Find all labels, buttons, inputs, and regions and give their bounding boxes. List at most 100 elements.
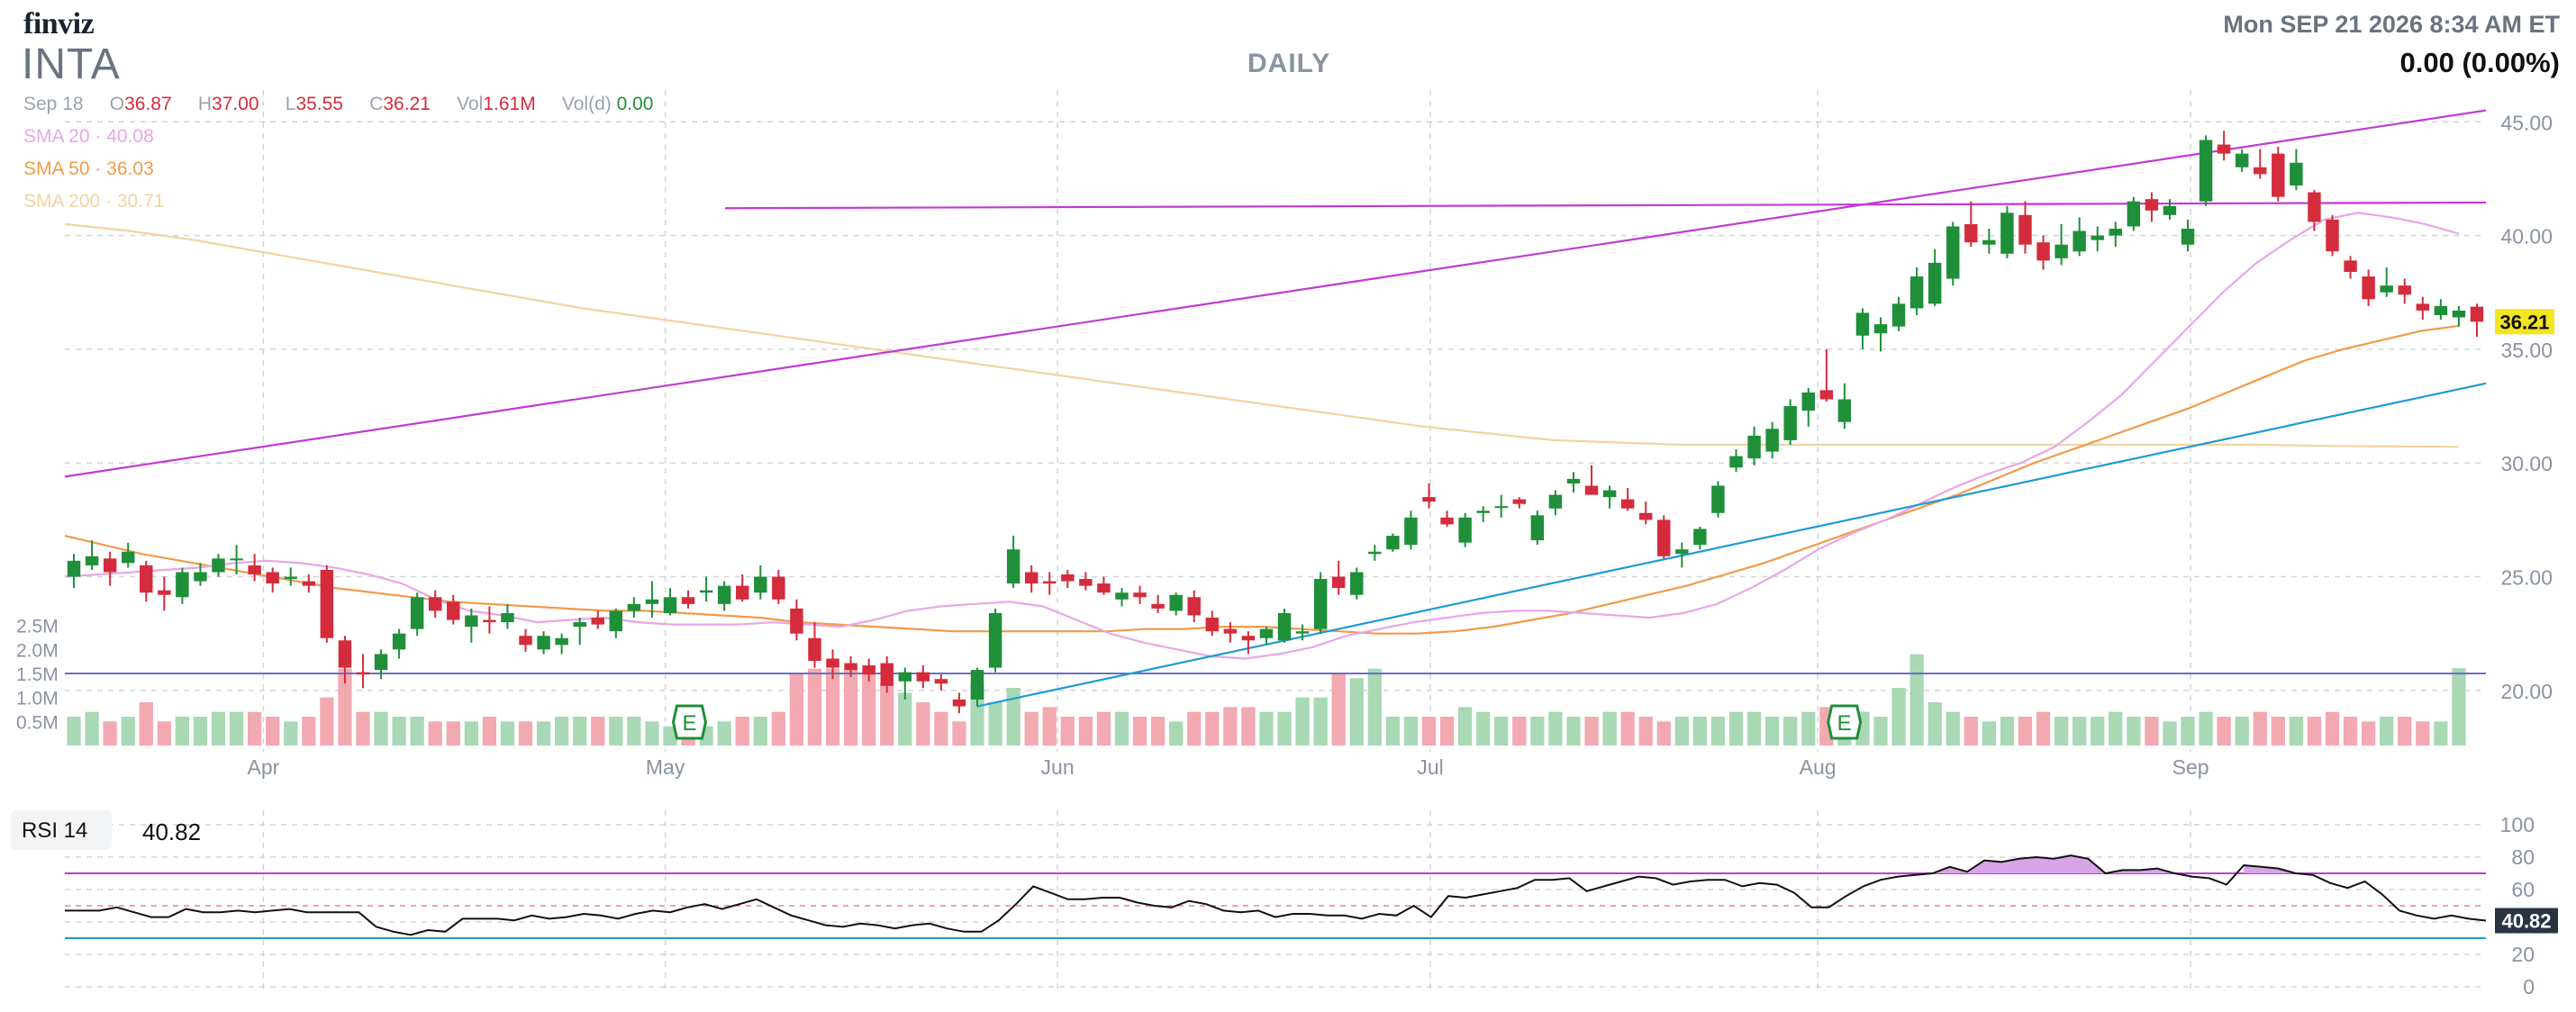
candle-body [1368, 551, 1382, 555]
volume-bar [1530, 717, 1545, 745]
candle-body [2235, 153, 2249, 167]
candle-body [1205, 618, 1220, 632]
candle-body [1566, 478, 1581, 483]
candle-body [1187, 597, 1201, 616]
candle-body [826, 658, 839, 668]
candle-body [699, 590, 713, 593]
candle-body [1891, 303, 1906, 327]
volume-bar [2398, 717, 2412, 745]
volume-bar [1746, 711, 1762, 745]
volume-bar [500, 721, 515, 745]
candle-body [392, 633, 406, 650]
candle-body [1946, 226, 1960, 279]
timeframe-label[interactable]: DAILY [1247, 49, 1331, 78]
volume-bar [573, 717, 587, 745]
candle-body [1115, 592, 1129, 600]
price-tick-label: 40.00 [2500, 225, 2553, 248]
rsi-last-tag [2495, 908, 2558, 934]
candle-body [1548, 494, 1563, 509]
sma20-line [64, 212, 2460, 660]
volume-bar [1367, 668, 1382, 745]
volume-bar [2018, 717, 2033, 745]
sma200-legend[interactable]: SMA 200 · 30.71 [23, 191, 165, 212]
candle-body [67, 560, 81, 577]
volume-bar [536, 721, 551, 745]
volume-bar [862, 673, 876, 745]
volume-bar [735, 717, 749, 745]
volume-bar [1439, 717, 1455, 745]
trendline [976, 382, 2487, 708]
price-tick-label: 25.00 [2500, 566, 2553, 590]
candle-body [970, 670, 984, 700]
candle-body [1241, 636, 1256, 641]
volume-bar [302, 717, 316, 745]
rsi-last-label: 40.82 [2501, 910, 2551, 933]
candle-body [844, 663, 857, 671]
volume-bar [392, 717, 406, 745]
candle-body [952, 699, 966, 707]
volume-bar [2271, 717, 2285, 745]
volume-bar [175, 717, 190, 745]
volume-bar [1458, 707, 1473, 745]
candle-body [2199, 140, 2213, 202]
candle-body [1133, 592, 1147, 598]
high-label: H [197, 94, 213, 114]
candle-body [338, 640, 352, 668]
ticker-symbol: INTA [22, 41, 121, 88]
volume-bar [1674, 717, 1689, 745]
sma50-legend[interactable]: SMA 50 · 36.03 [23, 158, 154, 179]
price-tick-label: 20.00 [2500, 680, 2553, 703]
volume-bar [1295, 697, 1310, 745]
candle-body [1151, 603, 1165, 609]
sma20-legend[interactable]: SMA 20 · 40.08 [23, 126, 154, 147]
candle-body [212, 558, 225, 573]
volume-bar [229, 711, 244, 745]
candle-body [2145, 199, 2159, 211]
volume-bar [2361, 721, 2376, 745]
volume-bar [1349, 678, 1364, 745]
candle-body [1855, 312, 1870, 336]
rsi-line [65, 854, 2487, 936]
trendline [724, 201, 2487, 210]
rsi-label[interactable]: RSI 14 [22, 818, 88, 843]
candle-body [2470, 306, 2484, 322]
volume-bar [103, 721, 117, 745]
rsi-tick-label: 20 [2511, 943, 2535, 966]
candle-body [1440, 517, 1454, 525]
candle-body [1657, 520, 1671, 556]
volume-bar [555, 717, 569, 745]
candle-body [1313, 579, 1328, 629]
candle-body [1584, 485, 1599, 495]
volume-bar [1692, 717, 1708, 745]
candle-body [808, 637, 821, 661]
earnings-marker [671, 704, 708, 740]
candle-body [1909, 276, 1924, 309]
volume-bar [952, 721, 966, 745]
volume-bar [1006, 688, 1020, 745]
price-change: 0.00 (0.00%) [2399, 47, 2561, 78]
volume-bar [2452, 668, 2466, 745]
month-label: Sep [2172, 755, 2209, 779]
candle-body [2434, 305, 2448, 315]
volume-bar [1078, 717, 1093, 745]
volume-bar [248, 711, 262, 745]
rsi-label-box[interactable] [11, 810, 112, 850]
volume-bar [2380, 717, 2394, 745]
candle-body [1873, 324, 1888, 334]
volume-bar [1259, 711, 1274, 745]
volume-bar [1512, 717, 1527, 745]
volume-bar [1024, 711, 1039, 745]
candle-body [645, 599, 659, 604]
candle-body [2380, 285, 2393, 293]
finviz-logo[interactable]: finviz [23, 7, 95, 41]
candle-body [1964, 223, 1978, 243]
candle-body [1693, 529, 1707, 546]
candle-body [916, 672, 930, 682]
candle-body [1837, 399, 1852, 422]
rsi-tick-label: 60 [2511, 878, 2535, 901]
volume-bar [518, 721, 533, 745]
volume-bar [2416, 721, 2430, 745]
volume-bar [121, 717, 135, 745]
volume-bar [934, 711, 948, 745]
